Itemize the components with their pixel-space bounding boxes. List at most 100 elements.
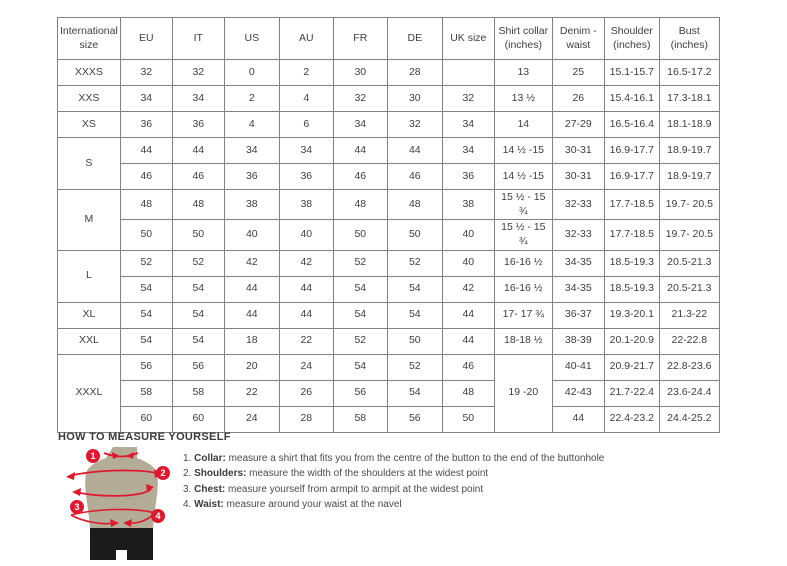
table-cell: 50 bbox=[386, 327, 443, 355]
table-cell: 16-16 ½ bbox=[493, 249, 553, 277]
table-cell: 40 bbox=[278, 219, 334, 251]
table-row: L 52 52 42 42 52 52 40 16-16 ½ 34-35 18.5-19.3 20.5… bbox=[57, 249, 720, 303]
measure-badge-1: 1 bbox=[86, 449, 100, 463]
column-header: International size bbox=[57, 17, 121, 60]
table-cell: 6 bbox=[278, 111, 334, 138]
chest-contour-right bbox=[124, 495, 143, 500]
measure-step-waist: 4. Waist: measure around your waist at t… bbox=[183, 497, 743, 512]
table-cell: 54 bbox=[171, 301, 225, 329]
table-cell: 50 bbox=[332, 219, 388, 251]
table-cell: 36 bbox=[441, 163, 495, 190]
table-cell: 4 bbox=[223, 111, 280, 138]
table-cell: 18.9-19.7 bbox=[658, 163, 720, 190]
table-cell: 36 bbox=[171, 111, 225, 138]
table-cell: 50 bbox=[386, 219, 443, 251]
table-cell: 36-37 bbox=[551, 301, 605, 329]
table-cell: 22.4-23.2 bbox=[603, 405, 660, 433]
chest-arrowhead-right bbox=[146, 484, 154, 492]
table-cell bbox=[441, 59, 495, 86]
table-cell: 42 bbox=[223, 249, 280, 277]
table-cell: 48 bbox=[171, 188, 225, 221]
table-cell: 20.1-20.9 bbox=[603, 327, 660, 355]
table-cell: 42 bbox=[278, 249, 334, 277]
table-cell: 36 bbox=[119, 111, 173, 138]
table-cell: 14 ½ -15 bbox=[493, 137, 553, 164]
table-cell: 56 bbox=[332, 379, 388, 407]
table-row: 50 50 40 40 50 50 40 15 ½ - 15 ¾ 32-33 17.7-18.5 1… bbox=[58, 219, 720, 251]
table-cell: 44 bbox=[332, 137, 388, 164]
chest-arrowhead-left bbox=[72, 488, 81, 496]
table-cell: 36 bbox=[223, 163, 280, 190]
table-cell: 38 bbox=[441, 188, 495, 221]
table-cell: 54 bbox=[332, 353, 388, 381]
table-cell: 34 bbox=[332, 111, 388, 138]
table-cell: 20.5-21.3 bbox=[658, 275, 720, 303]
size-chart-table: International size EU IT US AU FR DE UK size Shi… bbox=[57, 17, 720, 433]
step-description: measure around your waist at the navel bbox=[226, 498, 402, 510]
shoulder-measure-arrow bbox=[68, 469, 160, 477]
table-cell: 54 bbox=[119, 275, 173, 303]
size-label-cell: XXXL bbox=[57, 353, 121, 433]
column-header: IT bbox=[171, 17, 225, 60]
table-row: XXS 34 34 2 4 32 30 32 13 ½ 26 15.4-16.1 17.3-18.1 bbox=[57, 85, 720, 112]
table-cell: 52 bbox=[119, 249, 173, 277]
table-cell: 46 bbox=[332, 163, 388, 190]
measure-step-shoulders: 2. Shoulders: measure the width of the s… bbox=[183, 466, 743, 481]
step-number: 3. bbox=[183, 483, 192, 495]
waist-arrowhead-left bbox=[110, 519, 119, 527]
table-cell: 24 bbox=[223, 405, 280, 433]
table-cell: 44 bbox=[223, 301, 280, 329]
table-cell: 46 bbox=[119, 163, 173, 190]
table-cell: 21.7-22.4 bbox=[603, 379, 660, 407]
size-table-body: XXXS 32 32 0 2 30 28 13 25 15.1-15.7 16.5-17.2 XXS 3… bbox=[57, 59, 720, 433]
table-row: 46 46 36 36 46 46 36 14 ½ -15 30-31 16.9-17.7 18.9… bbox=[58, 163, 720, 190]
table-row: S 44 44 34 34 44 44 34 14 ½ -15 30-31 16.9-17.7 18.… bbox=[57, 137, 720, 190]
table-cell: 52 bbox=[332, 327, 388, 355]
table-cell: 24 bbox=[278, 353, 334, 381]
table-cell: 54 bbox=[386, 379, 443, 407]
step-number: 2. bbox=[183, 468, 192, 480]
table-cell: 13 bbox=[493, 59, 553, 86]
table-cell: 56 bbox=[386, 405, 443, 433]
table-cell: 30-31 bbox=[551, 163, 605, 190]
table-cell: 44 bbox=[223, 275, 280, 303]
table-cell: 19.7- 20.5 bbox=[658, 219, 720, 251]
table-cell: 20.5-21.3 bbox=[658, 249, 720, 277]
column-header: FR bbox=[332, 17, 388, 60]
table-cell: 18 bbox=[223, 327, 280, 355]
step-description: measure the width of the shoulders at th… bbox=[249, 468, 489, 480]
size-label-cell: XS bbox=[57, 111, 121, 138]
table-cell: 34 bbox=[223, 137, 280, 164]
table-cell: 34-35 bbox=[551, 275, 605, 303]
step-description: measure a shirt that fits you from the c… bbox=[228, 453, 605, 464]
table-cell: 20 bbox=[223, 353, 280, 381]
table-cell: 2 bbox=[278, 59, 334, 86]
table-cell: 60 bbox=[171, 405, 225, 433]
table-cell: 54 bbox=[332, 275, 388, 303]
table-cell: 26 bbox=[551, 85, 605, 112]
table-cell: 16-16 ½ bbox=[493, 275, 553, 303]
column-header: Shoulder (inches) bbox=[603, 17, 660, 60]
step-description: measure yourself from armpit to armpit a… bbox=[228, 483, 484, 495]
table-cell: 18-18 ½ bbox=[493, 327, 553, 355]
table-cell: 54 bbox=[171, 275, 225, 303]
step-term: Collar: bbox=[194, 453, 226, 464]
table-cell: 50 bbox=[171, 219, 225, 251]
table-row: XXL 54 54 18 22 52 50 44 18-18 ½ 38-39 20.1-20.9 22… bbox=[57, 327, 720, 355]
table-cell: 28 bbox=[386, 59, 443, 86]
column-header: AU bbox=[278, 17, 334, 60]
table-cell: 44 bbox=[441, 327, 495, 355]
table-cell: 44 bbox=[441, 301, 495, 329]
table-cell: 15.4-16.1 bbox=[603, 85, 660, 112]
table-cell: 50 bbox=[119, 219, 173, 251]
table-cell: 40 bbox=[441, 249, 495, 277]
table-cell: 40 bbox=[223, 219, 280, 251]
table-cell: 38 bbox=[223, 188, 280, 221]
table-cell: 58 bbox=[119, 379, 173, 407]
table-cell: 22-22.8 bbox=[658, 327, 720, 355]
size-label-cell: S bbox=[57, 137, 121, 190]
table-cell: 17.3-18.1 bbox=[658, 85, 720, 112]
table-cell: 15 ½ - 15 ¾ bbox=[493, 219, 553, 251]
table-cell: 46 bbox=[171, 163, 225, 190]
table-cell: 16.9-17.7 bbox=[603, 137, 660, 164]
